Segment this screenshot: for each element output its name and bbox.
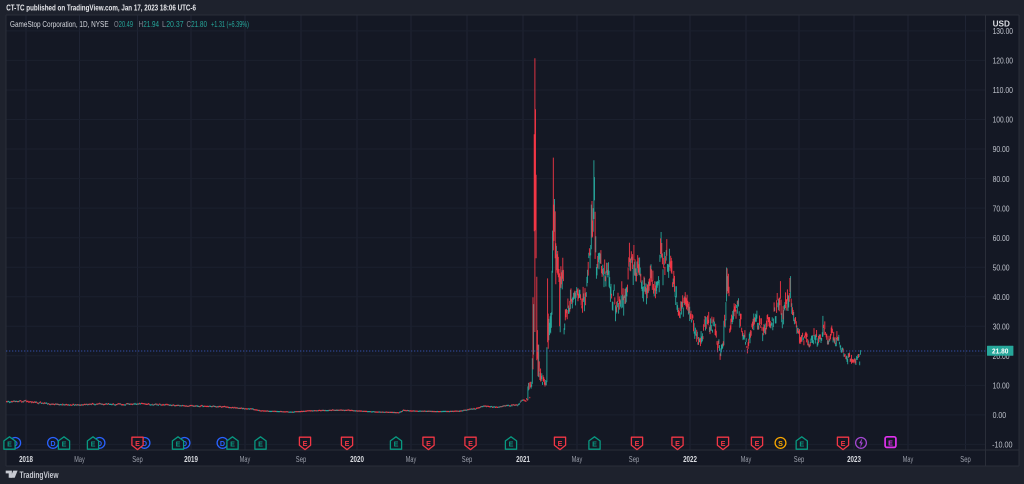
svg-text:CT-TC published on TradingView: CT-TC published on TradingView.com, Jan … xyxy=(6,4,196,13)
svg-text:0.00: 0.00 xyxy=(993,410,1007,420)
svg-text:E: E xyxy=(635,439,640,448)
svg-text:E: E xyxy=(62,439,67,448)
svg-text:Sep: Sep xyxy=(794,454,805,464)
svg-text:GameStop Corporation, 1D, NYSE: GameStop Corporation, 1D, NYSE xyxy=(10,19,109,29)
svg-text:2019: 2019 xyxy=(184,454,198,464)
svg-text:May: May xyxy=(240,454,251,464)
svg-text:2022: 2022 xyxy=(683,454,697,464)
svg-text:E: E xyxy=(303,439,308,448)
svg-text:40.00: 40.00 xyxy=(993,292,1010,302)
svg-text:D: D xyxy=(97,439,102,448)
svg-text:E: E xyxy=(509,439,514,448)
svg-text:20.00: 20.00 xyxy=(993,351,1010,361)
svg-text:2021: 2021 xyxy=(516,454,530,464)
svg-text:20.37: 20.37 xyxy=(166,19,184,29)
svg-text:S: S xyxy=(778,439,783,448)
svg-text:E: E xyxy=(135,439,140,448)
svg-text:10.00: 10.00 xyxy=(993,381,1010,391)
svg-text:E: E xyxy=(7,439,12,448)
svg-text:Sep: Sep xyxy=(629,454,640,464)
svg-text:E: E xyxy=(345,439,350,448)
svg-text:D: D xyxy=(50,439,55,448)
svg-text:H: H xyxy=(139,19,144,29)
svg-text:D: D xyxy=(142,439,147,448)
svg-text:E: E xyxy=(799,439,804,448)
svg-text:Sep: Sep xyxy=(462,454,473,464)
svg-text:May: May xyxy=(903,454,914,464)
svg-text:O: O xyxy=(114,19,119,29)
svg-text:TradingView: TradingView xyxy=(20,470,59,481)
svg-text:100.00: 100.00 xyxy=(993,115,1014,125)
svg-text:E: E xyxy=(394,439,399,448)
svg-text:USD: USD xyxy=(993,19,1010,29)
svg-text:30.00: 30.00 xyxy=(993,322,1010,332)
svg-text:2020: 2020 xyxy=(350,454,364,464)
svg-text:E: E xyxy=(230,439,235,448)
svg-text:E: E xyxy=(91,439,96,448)
svg-text:E: E xyxy=(558,439,563,448)
svg-text:60.00: 60.00 xyxy=(993,233,1010,243)
svg-text:E: E xyxy=(426,439,431,448)
svg-text:D: D xyxy=(182,439,187,448)
svg-text:E: E xyxy=(592,439,597,448)
svg-text:E: E xyxy=(721,439,726,448)
svg-text:E: E xyxy=(468,439,473,448)
svg-text:May: May xyxy=(74,454,85,464)
svg-text:L: L xyxy=(162,19,166,29)
svg-text:130.00: 130.00 xyxy=(993,26,1014,36)
svg-text:May: May xyxy=(572,454,583,464)
svg-text:E: E xyxy=(841,439,846,448)
svg-text:120.00: 120.00 xyxy=(993,56,1014,66)
svg-text:D: D xyxy=(220,439,225,448)
svg-text:+1.31 (+6.39%): +1.31 (+6.39%) xyxy=(211,19,249,29)
svg-text:C: C xyxy=(187,19,191,29)
svg-text:2023: 2023 xyxy=(847,454,861,464)
svg-text:21.80: 21.80 xyxy=(191,19,207,29)
svg-text:70.00: 70.00 xyxy=(993,203,1010,213)
svg-text:Sep: Sep xyxy=(296,454,307,464)
svg-text:E: E xyxy=(258,439,263,448)
svg-text:2018: 2018 xyxy=(19,454,33,464)
svg-text:21.80: 21.80 xyxy=(992,346,1008,355)
svg-text:50.00: 50.00 xyxy=(993,262,1010,272)
svg-text:80.00: 80.00 xyxy=(993,174,1010,184)
svg-text:20.49: 20.49 xyxy=(119,19,133,29)
svg-text:110.00: 110.00 xyxy=(993,85,1014,95)
svg-text:90.00: 90.00 xyxy=(993,144,1010,154)
svg-text:Sep: Sep xyxy=(132,454,143,464)
svg-text:E: E xyxy=(176,439,181,448)
svg-text:E: E xyxy=(755,439,760,448)
svg-text:E: E xyxy=(888,439,893,448)
svg-text:May: May xyxy=(741,454,752,464)
svg-text:-10.00: -10.00 xyxy=(992,440,1013,450)
svg-text:Sep: Sep xyxy=(960,454,971,464)
svg-text:May: May xyxy=(406,454,417,464)
svg-text:E: E xyxy=(675,439,680,448)
svg-text:21.94: 21.94 xyxy=(143,19,159,29)
